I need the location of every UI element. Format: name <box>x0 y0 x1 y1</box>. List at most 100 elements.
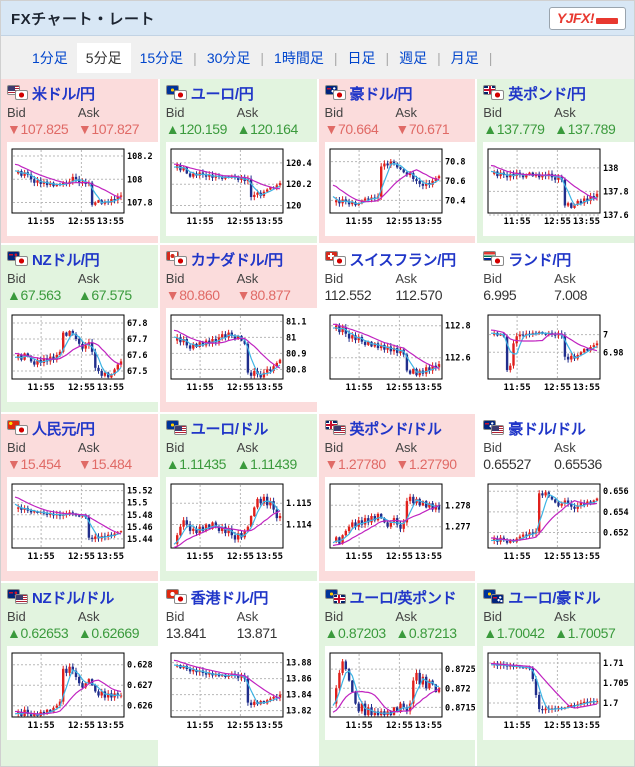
ask-label: Ask <box>554 271 576 286</box>
tab-separator: | <box>193 49 197 66</box>
flag-pair <box>324 589 348 605</box>
long-ma-line <box>173 659 281 700</box>
ask-value: ▼1.27790 <box>395 456 475 475</box>
gb-flag-icon <box>332 594 346 604</box>
candlestick-chart: 120.4 120.2 120 11:55 12:55 13:55 <box>170 148 312 227</box>
short-ma-line <box>491 332 598 359</box>
jp-flag-icon <box>332 90 346 100</box>
bid-label: Bid <box>483 609 503 624</box>
bid-trend-icon: ▲ <box>165 121 180 137</box>
pair-cell-eurusd[interactable]: ユーロ/ドル Bid Ask ▲1.11435 ▲1.11439 1.115 1.114 11… <box>159 414 317 581</box>
x-tick-label: 11:55 <box>186 383 213 393</box>
chart-panel: 0.656 0.654 0.652 11:55 12:55 13:55 <box>483 477 634 571</box>
x-tick-label: 13:55 <box>414 383 441 393</box>
ask-value: ▼70.671 <box>395 121 475 140</box>
pair-cell-eurgbp[interactable]: ユーロ/英ポンド Bid Ask ▲0.87203 ▲0.87213 0.8725 0.87… <box>318 583 476 766</box>
bid-label: Bid <box>165 440 185 455</box>
ask-price: 137.789 <box>567 121 616 137</box>
tab-1min[interactable]: 1分足 <box>32 49 68 66</box>
tab-15min[interactable]: 15分足 <box>139 49 184 66</box>
bid-ask-label-row: Bid Ask <box>325 440 476 456</box>
pair-cell-euraud[interactable]: ユーロ/豪ドル Bid Ask ▲1.70042 ▲1.70057 1.71 1.705 1.… <box>477 583 634 766</box>
pair-cell-audusd[interactable]: 豪ドル/ドル Bid Ask 0.65527 0.65536 0.656 0.654 0.65… <box>477 414 634 581</box>
ask-trend-icon: ▲ <box>77 287 92 303</box>
bid-value: ▼107.825 <box>7 121 78 140</box>
short-ma-line <box>173 166 281 196</box>
y-tick-label: 70.8 <box>445 158 465 168</box>
x-tick-label: 13:55 <box>256 721 283 731</box>
pair-name: NZドル/ドル <box>32 589 115 607</box>
yjfx-logo[interactable]: YJFX! <box>548 6 626 30</box>
chart-panel: 81.1 81 80.9 80.8 11:55 12:55 13:55 <box>165 308 317 402</box>
ask-price: 1.70057 <box>567 625 616 641</box>
bid-ask-label-row: Bid Ask <box>325 609 476 625</box>
y-tick-label: 15.44 <box>127 535 153 545</box>
y-tick-label: 0.627 <box>127 681 153 691</box>
bid-ask-label-row: Bid Ask <box>483 271 634 287</box>
chart-panel: 7 6.98 11:55 12:55 13:55 <box>483 308 634 402</box>
x-tick-label: 13:55 <box>573 383 600 393</box>
pair-cell-eurjpy[interactable]: ユーロ/円 Bid Ask ▲120.159 ▲120.164 120.4 120.2 120… <box>159 79 317 243</box>
chart-panel: 0.8725 0.872 0.8715 11:55 12:55 13:55 <box>324 646 476 740</box>
pair-title-row: ユーロ/ドル <box>165 418 317 438</box>
y-tick-label: 13.86 <box>286 675 312 685</box>
pair-cell-nzdusd[interactable]: NZドル/ドル Bid Ask ▲0.62653 ▲0.62669 0.628 0.627 0… <box>1 583 158 766</box>
tab-month[interactable]: 月足 <box>450 49 479 66</box>
bid-ask-label-row: Bid Ask <box>325 105 476 121</box>
pair-cell-gbpjpy[interactable]: 英ポンド/円 Bid Ask ▲137.779 ▲137.789 138 137.8 137.… <box>477 79 634 243</box>
y-tick-label: 120.2 <box>286 180 312 190</box>
y-tick-label: 0.652 <box>603 529 629 539</box>
ask-label: Ask <box>77 105 100 120</box>
short-ma-line <box>173 500 281 545</box>
bid-trend-icon: ▼ <box>7 456 21 472</box>
x-tick-label: 12:55 <box>385 217 412 227</box>
bid-value: ▲137.779 <box>483 121 554 140</box>
tab-30min[interactable]: 30分足 <box>206 49 251 66</box>
ask-value: 13.871 <box>237 625 317 644</box>
x-tick-label: 13:55 <box>573 217 600 227</box>
tab-5min[interactable]: 5分足 <box>76 42 131 73</box>
pair-cell-gbpusd[interactable]: 英ポンド/ドル Bid Ask ▼1.27780 ▼1.27790 1.278 1.277 1… <box>318 414 476 581</box>
x-tick-label: 11:55 <box>28 552 55 562</box>
ask-trend-icon: ▼ <box>77 456 92 472</box>
flag-pair <box>483 589 506 605</box>
pair-title-row: 豪ドル/ドル <box>483 418 634 438</box>
bid-ask-label-row: Bid Ask <box>7 271 158 287</box>
x-tick-label: 12:55 <box>227 552 254 562</box>
yjfx-logo-text: YJFX! <box>556 9 595 26</box>
pair-cell-hkdjpy[interactable]: 香港ドル/円 Bid Ask 13.841 13.871 13.88 13.86 13.84 1… <box>159 583 317 766</box>
pair-cell-chfjpy[interactable]: スイスフラン/円 Bid Ask 112.552 112.570 112.8 112.6 11… <box>318 245 476 412</box>
pair-cell-zarjpy[interactable]: ランド/円 Bid Ask 6.995 7.008 7 6.98 11:55 12:55 13:5… <box>477 245 634 412</box>
bid-price: 107.825 <box>20 121 69 137</box>
tab-day[interactable]: 日足 <box>347 49 376 66</box>
candlestick-chart: 1.115 1.114 11:55 12:55 13:55 <box>170 483 311 562</box>
pair-name: 人民元/円 <box>32 420 95 438</box>
pair-cell-cnyjpy[interactable]: 人民元/円 Bid Ask ▼15.454 ▼15.484 15.52 15.5 15.48 1… <box>1 414 158 581</box>
tab-1hour[interactable]: 1時間足 <box>274 49 324 66</box>
candlestick-chart: 1.278 1.277 11:55 12:55 13:55 <box>329 483 470 562</box>
pair-cell-audjpy[interactable]: 豪ドル/円 Bid Ask ▼70.664 ▼70.671 70.8 70.6 70.4 11:… <box>318 79 476 243</box>
x-tick-label: 13:55 <box>97 383 124 393</box>
pair-title-row: 香港ドル/円 <box>165 587 317 607</box>
flag-pair <box>324 420 348 436</box>
ask-value: ▲67.575 <box>78 287 158 306</box>
y-tick-label: 138 <box>603 164 618 174</box>
x-tick-label: 12:55 <box>544 383 571 393</box>
bid-price: 120.159 <box>179 121 228 137</box>
short-ma-line <box>332 670 439 714</box>
jp-flag-icon <box>15 256 28 266</box>
ask-value: ▲1.70057 <box>554 625 634 644</box>
bid-price: 80.860 <box>179 287 220 303</box>
x-tick-label: 12:55 <box>68 721 95 731</box>
x-tick-label: 13:55 <box>573 721 600 731</box>
bid-ask-value-row: ▼15.454 ▼15.484 <box>7 456 158 475</box>
jp-flag-icon <box>173 594 187 604</box>
bid-trend-icon: ▼ <box>165 287 180 303</box>
pair-cell-cadjpy[interactable]: カナダドル/円 Bid Ask ▼80.860 ▼80.877 81.1 81 80.9 80.… <box>159 245 317 412</box>
ask-label: Ask <box>77 609 100 624</box>
x-tick-label: 12:55 <box>227 217 254 227</box>
pair-cell-nzdjpy[interactable]: NZドル/円 Bid Ask ▲67.563 ▲67.575 67.8 67.7 67.6 67… <box>1 245 158 412</box>
long-ma-line <box>173 163 280 190</box>
pair-cell-usdjpy[interactable]: 米ドル/円 Bid Ask ▼107.825 ▼107.827 108.2 108 107.8… <box>1 79 158 243</box>
tab-week[interactable]: 週足 <box>399 49 428 66</box>
